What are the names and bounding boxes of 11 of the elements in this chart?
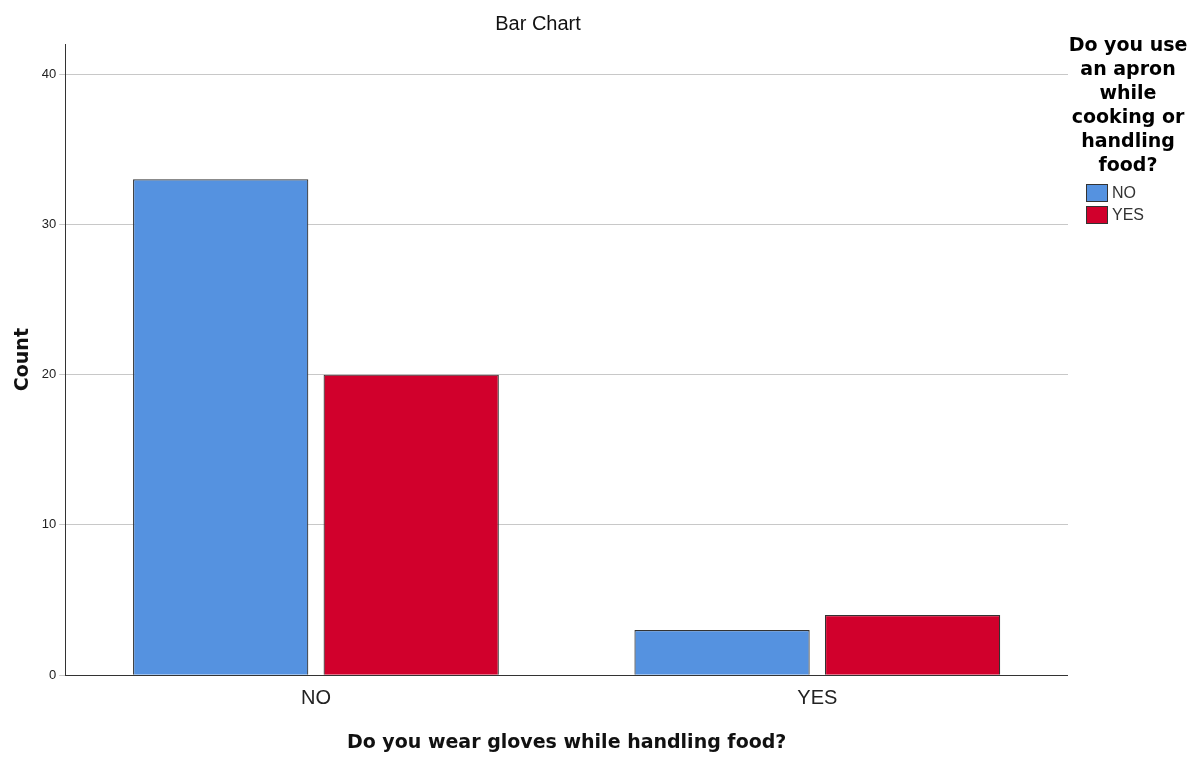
chart-title: Bar Chart bbox=[495, 11, 582, 34]
y-tick-label: 30 bbox=[41, 215, 57, 231]
legend-title: Do you use an apron while cooking or handling food? bbox=[1068, 32, 1188, 176]
y-tick-label: 20 bbox=[41, 366, 57, 382]
legend-label: YES bbox=[1112, 206, 1145, 224]
y-tick-label: 10 bbox=[41, 516, 57, 532]
y-tick-label: 0 bbox=[49, 666, 57, 682]
x-axis-title: Do you wear gloves while handling food? bbox=[346, 729, 787, 752]
y-axis-title: Count bbox=[10, 328, 33, 392]
legend-label: NO bbox=[1112, 184, 1136, 202]
y-tick-label: 40 bbox=[41, 65, 57, 81]
